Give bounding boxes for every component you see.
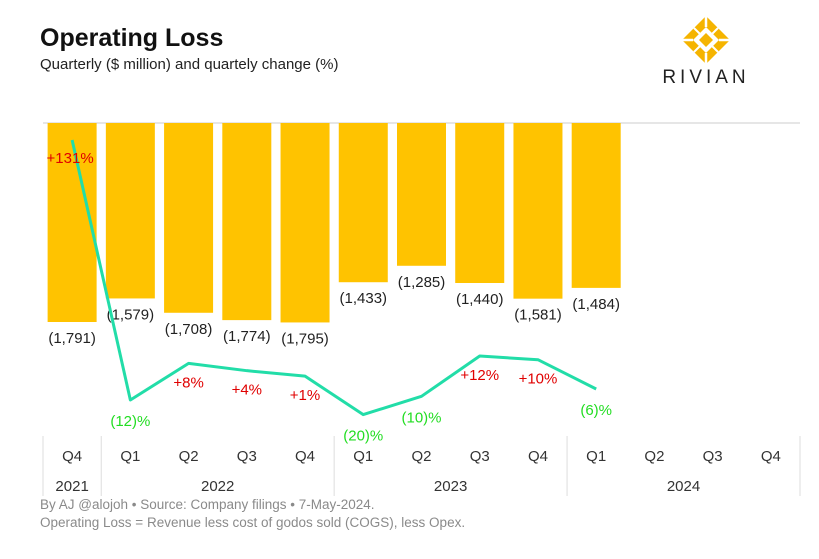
change-label: +12% <box>460 367 499 384</box>
year-label: 2024 <box>667 478 700 495</box>
change-label: (20)% <box>343 428 383 445</box>
bar <box>338 123 388 283</box>
change-label: (10)% <box>401 409 441 426</box>
bar <box>397 123 446 266</box>
bar <box>455 123 505 283</box>
quarter-label: Q3 <box>703 448 723 465</box>
quarter-label: Q3 <box>470 448 490 465</box>
year-label: 2021 <box>55 478 88 495</box>
change-line <box>70 139 597 417</box>
bar-label: (1,791) <box>48 330 96 347</box>
quarter-label: Q1 <box>586 448 606 465</box>
bar <box>222 123 272 321</box>
bar-label: (1,440) <box>456 291 504 308</box>
logo-text: RIVIAN <box>662 67 750 88</box>
bar-label: (1,795) <box>281 330 329 347</box>
rivian-logo: RIVIAN <box>656 14 756 94</box>
year-label: 2022 <box>201 478 234 495</box>
operating-loss-chart: (1,791) (1,579) (1,708) (1,774) (1,795) (1,43… <box>42 122 801 496</box>
quarter-label: Q2 <box>179 448 199 465</box>
change-label: (12)% <box>110 413 150 430</box>
bar-label: (1,774) <box>223 328 271 345</box>
bar <box>105 123 155 299</box>
quarter-label: Q4 <box>528 448 548 465</box>
bar-label: (1,484) <box>572 296 620 313</box>
bar <box>513 123 563 299</box>
year-label: 2023 <box>434 478 467 495</box>
change-label: +1% <box>290 387 320 404</box>
change-label: (6)% <box>580 402 612 419</box>
bar-label: (1,708) <box>165 321 213 338</box>
change-label: +131% <box>47 150 94 167</box>
bar-label: (1,579) <box>107 306 155 323</box>
quarter-label: Q4 <box>62 448 82 465</box>
quarter-label: Q4 <box>295 448 315 465</box>
quarter-label: Q4 <box>761 448 781 465</box>
bar-label: (1,433) <box>340 290 388 307</box>
rivian-logo-icon <box>682 16 730 64</box>
footer-note: Operating Loss = Revenue less cost of go… <box>40 515 466 530</box>
change-label: +10% <box>519 371 558 388</box>
bar-label: (1,581) <box>514 307 562 324</box>
chart-title: Operating Loss <box>40 24 224 52</box>
bar-label: (1,285) <box>398 274 446 291</box>
change-label: +8% <box>173 374 203 391</box>
bar <box>164 123 214 313</box>
bar <box>47 123 97 322</box>
quarter-label: Q2 <box>644 448 664 465</box>
quarter-label: Q1 <box>353 448 373 465</box>
footer-source: By AJ @alojoh • Source: Company filings … <box>40 497 375 512</box>
bar <box>280 123 330 323</box>
quarter-label: Q2 <box>411 448 431 465</box>
change-label: +4% <box>232 382 262 399</box>
quarter-label: Q3 <box>237 448 257 465</box>
chart-subtitle: Quarterly ($ million) and quartely chang… <box>40 56 339 73</box>
quarter-label: Q1 <box>120 448 140 465</box>
bar <box>571 123 621 288</box>
